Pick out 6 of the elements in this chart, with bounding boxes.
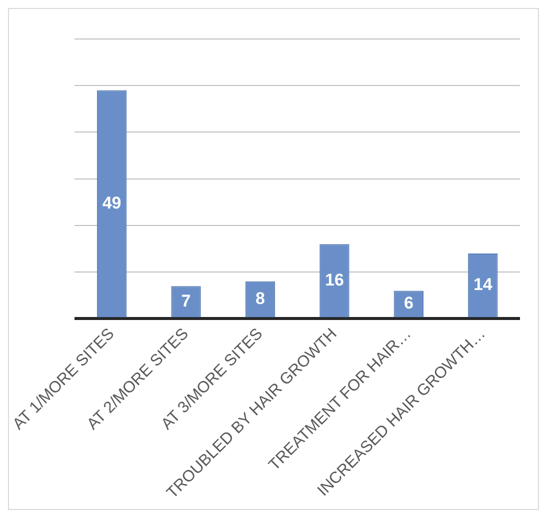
- data-label: 7: [181, 291, 191, 310]
- data-label: 8: [256, 289, 265, 308]
- data-label: 49: [102, 193, 122, 212]
- data-label: 14: [473, 275, 493, 294]
- data-label: 16: [324, 270, 344, 290]
- data-label: 6: [404, 294, 414, 313]
